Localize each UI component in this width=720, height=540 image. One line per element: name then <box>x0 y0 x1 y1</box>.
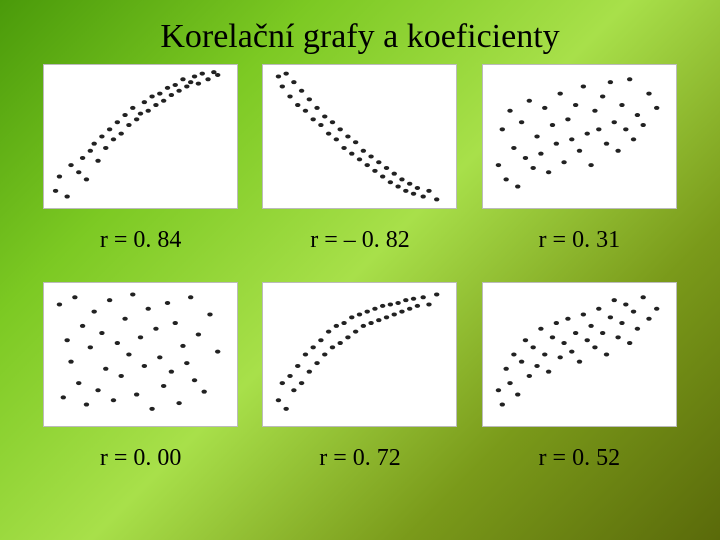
cell-0: r = 0. 84 <box>40 64 241 272</box>
cell-4: r = 0. 72 <box>259 282 460 490</box>
caption-3: r = 0. 00 <box>100 445 182 472</box>
scatter-grid: r = 0. 84 r = – 0. 82 r = 0. 31 r = 0. 0… <box>0 64 720 510</box>
cell-2: r = 0. 31 <box>479 64 680 272</box>
caption-0: r = 0. 84 <box>100 227 182 254</box>
scatter-panel-5 <box>482 282 677 427</box>
scatter-panel-2 <box>482 64 677 209</box>
scatter-panel-3 <box>43 282 238 427</box>
cell-5: r = 0. 52 <box>479 282 680 490</box>
caption-4: r = 0. 72 <box>319 445 401 472</box>
caption-5: r = 0. 52 <box>539 445 621 472</box>
caption-1: r = – 0. 82 <box>310 227 410 254</box>
page-title: Korelační grafy a koeficienty <box>0 0 720 64</box>
cell-1: r = – 0. 82 <box>259 64 460 272</box>
caption-2: r = 0. 31 <box>539 227 621 254</box>
cell-3: r = 0. 00 <box>40 282 241 490</box>
scatter-panel-4 <box>262 282 457 427</box>
scatter-panel-0 <box>43 64 238 209</box>
scatter-panel-1 <box>262 64 457 209</box>
